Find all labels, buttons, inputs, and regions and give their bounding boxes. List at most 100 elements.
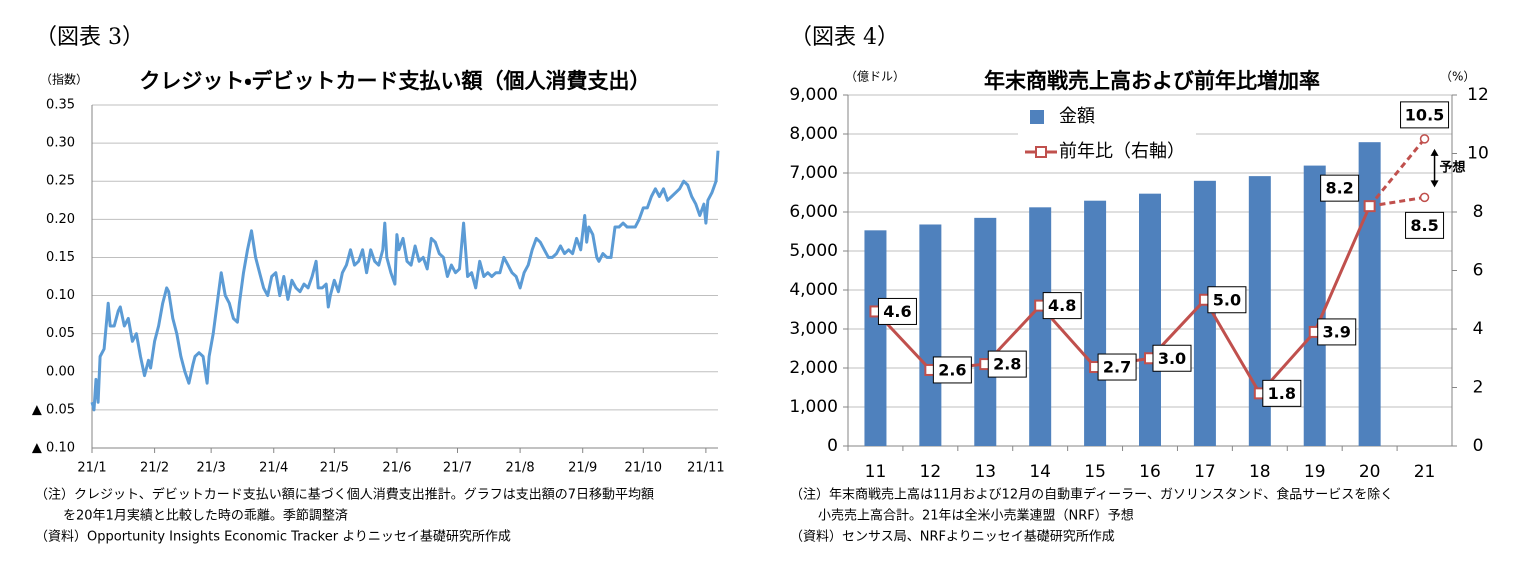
label-box: [1097, 353, 1137, 381]
legend-label: 金額: [1059, 106, 1095, 127]
figure-label: （図表 3）: [35, 25, 144, 50]
y-axis-title: （指数）: [40, 72, 88, 87]
bar: [1358, 142, 1381, 446]
data-label: 4.6: [883, 302, 911, 321]
note: （注）クレジット、デビットカード支払い額に基づく個人消費支出推計。グラフは支出額…: [35, 487, 654, 503]
y-tick-label: 7,000: [789, 163, 838, 183]
data-label: 4.8: [1048, 296, 1076, 315]
x-tick-label: 17: [1194, 462, 1216, 482]
y-tick-label: 4,000: [789, 280, 838, 300]
data-label: 8.5: [1410, 216, 1438, 235]
legend-label: 前年比（右軸）: [1059, 141, 1185, 162]
y2-tick-label: 4: [1473, 319, 1484, 339]
label-box: [1207, 286, 1247, 314]
y-tick-label: 2,000: [789, 358, 838, 378]
x-tick-label: 21: [1414, 462, 1436, 482]
point-marker: [1419, 134, 1430, 144]
bar: [1139, 193, 1161, 446]
data-label: 8.2: [1325, 179, 1353, 198]
x-tick-label: 20: [1359, 462, 1381, 482]
x-tick-label: 11: [865, 462, 887, 482]
y2-tick-label: 2: [1473, 378, 1484, 398]
x-tick-label: 19: [1304, 462, 1326, 482]
bar: [1193, 180, 1216, 447]
y-tick-label: 0.30: [46, 136, 75, 151]
note: （資料）センサス局、NRFよりニッセイ基礎研究所作成: [790, 529, 1115, 545]
y-tick-label: 0.00: [46, 364, 75, 379]
bar: [864, 230, 887, 446]
y-tick-label: 8,000: [789, 124, 838, 144]
data-label: 1.8: [1268, 384, 1296, 403]
bar: [974, 217, 997, 446]
x-tick-label: 18: [1249, 462, 1271, 482]
y2-tick-label: 0: [1473, 436, 1484, 456]
point-marker: [1419, 192, 1430, 203]
label-box: [1152, 344, 1192, 372]
y-tick-label: ▲ 0.05: [32, 402, 75, 417]
x-tick-label: 21/10: [625, 461, 662, 476]
y-tick-label: 0.05: [46, 326, 75, 341]
label-box: [987, 350, 1027, 378]
note: を20年1月実績と比較した時の乖離。季節調整済: [63, 508, 348, 524]
x-tick-label: 21/11: [687, 461, 724, 476]
label-box: [1317, 318, 1357, 346]
data-label: 2.7: [1103, 358, 1131, 377]
y2-tick-label: 10: [1467, 144, 1489, 164]
data-label: 2.8: [993, 355, 1021, 374]
y2-axis-title: （%）: [1440, 70, 1475, 84]
y-tick-label: 6,000: [789, 202, 838, 222]
x-tick-label: 21/4: [259, 461, 288, 476]
x-tick-label: 13: [974, 462, 996, 482]
x-tick-label: 21/6: [382, 461, 411, 476]
y-tick-label: 9,000: [789, 85, 838, 105]
y-tick-label: 3,000: [789, 319, 838, 339]
legend-swatch: [1030, 110, 1044, 124]
y-tick-label: 5,000: [789, 241, 838, 261]
x-tick-label: 12: [920, 462, 942, 482]
bar: [1029, 207, 1052, 446]
x-tick-label: 21/5: [320, 461, 349, 476]
legend-box: [1018, 100, 1196, 168]
data-label: 5.0: [1213, 290, 1241, 309]
x-tick-label: 21/1: [77, 461, 106, 476]
annotation: 予想: [1440, 160, 1466, 176]
y2-tick-label: 6: [1473, 261, 1484, 281]
label-box: [1262, 379, 1302, 407]
y-tick-label: 0: [827, 436, 838, 456]
y-axis-title: （億ドル）: [845, 70, 905, 84]
y2-tick-label: 8: [1473, 202, 1484, 222]
data-label: 10.5: [1405, 105, 1444, 124]
label-box: [1405, 211, 1445, 239]
x-tick-label: 16: [1139, 462, 1161, 482]
data-label: 3.0: [1158, 349, 1186, 368]
y-tick-label: 0.15: [46, 250, 75, 265]
data-label: 2.6: [938, 360, 966, 379]
label-box: [1400, 101, 1450, 129]
legend-marker: [1035, 146, 1047, 158]
figure-label: （図表 4）: [790, 25, 899, 50]
label-box: [1042, 292, 1082, 320]
x-tick-label: 15: [1084, 462, 1106, 482]
y2-tick-label: 12: [1467, 85, 1489, 105]
chart-title: クレジット・デビットカード支払い額（個人消費支出）: [139, 69, 650, 93]
bar: [919, 224, 942, 446]
note: 小売売上高合計。21年は全米小売業連盟（NRF）予想: [818, 508, 1134, 524]
data-label: 3.9: [1323, 322, 1351, 341]
note: （資料）Opportunity Insights Economic Tracke…: [35, 529, 511, 545]
label-box: [932, 356, 972, 384]
x-tick-label: 21/9: [568, 461, 597, 476]
y-tick-label: 0.35: [46, 98, 75, 113]
y-tick-label: ▲ 0.10: [32, 441, 75, 456]
x-tick-label: 21/7: [443, 461, 472, 476]
x-tick-label: 21/2: [140, 461, 169, 476]
x-tick-label: 21/3: [197, 461, 226, 476]
y-tick-label: 1,000: [789, 397, 838, 417]
bar: [1248, 176, 1271, 446]
forecast-line: [1368, 137, 1426, 208]
note: （注）年末商戦売上高は11月および12月の自動車ディーラー、ガソリンスタンド、食…: [790, 487, 1393, 503]
y-tick-label: 0.25: [46, 174, 75, 189]
bar: [1084, 200, 1107, 446]
y-tick-label: 0.10: [46, 288, 75, 303]
x-tick-label: 21/8: [506, 461, 535, 476]
